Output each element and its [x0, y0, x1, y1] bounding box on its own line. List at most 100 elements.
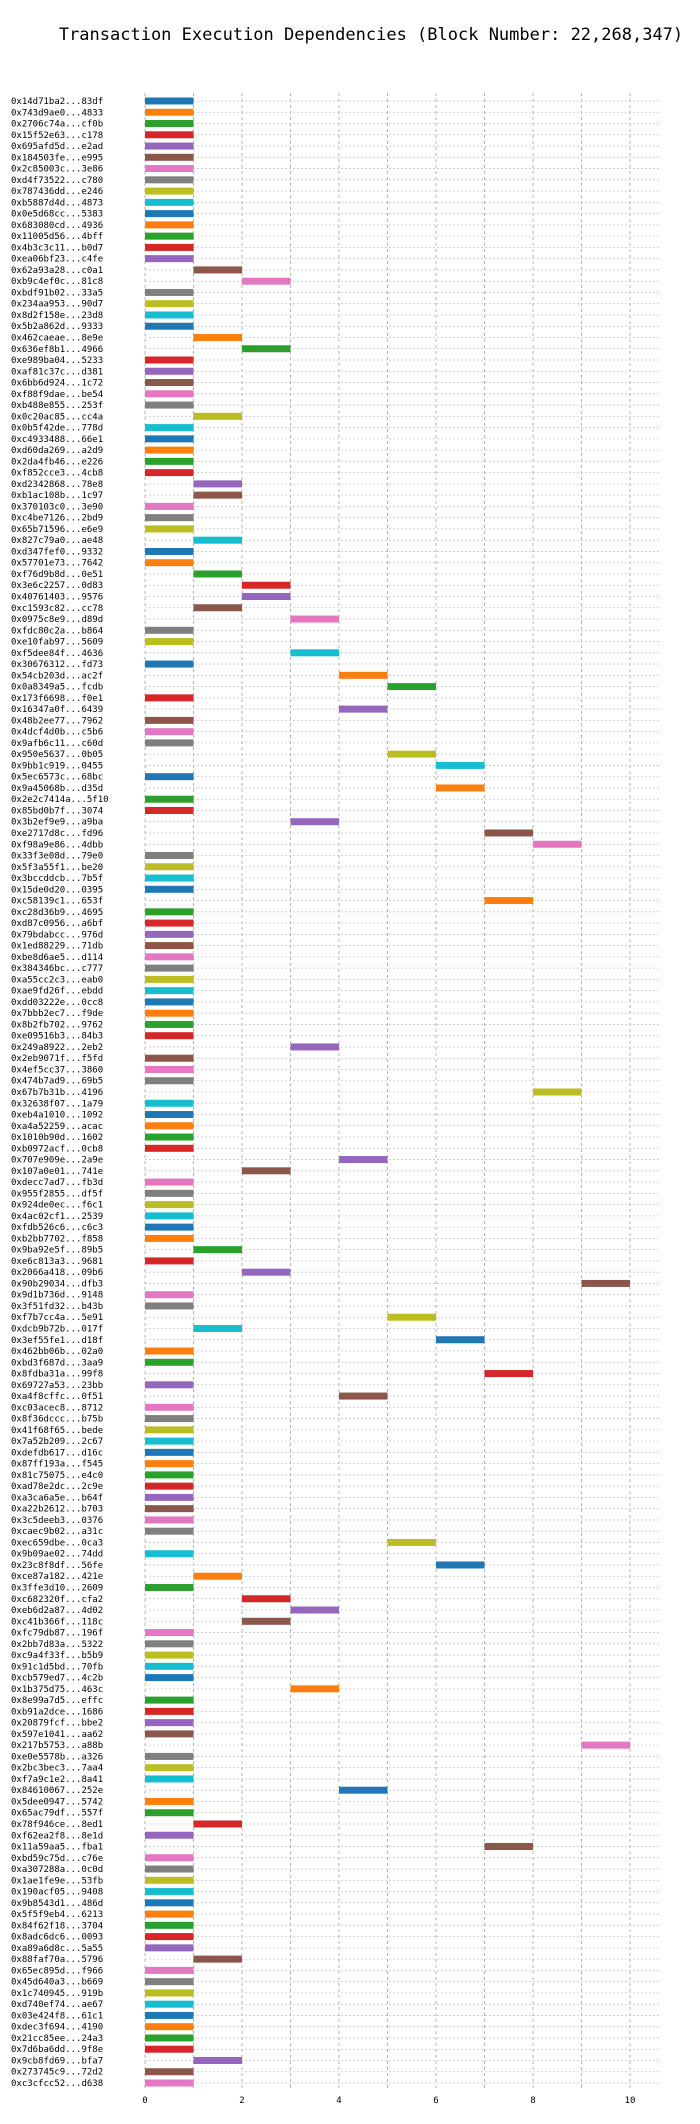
- transaction-bar: [145, 1189, 194, 1197]
- transaction-bar: [145, 300, 194, 308]
- transaction-label: 0x84610067...252e: [11, 1786, 103, 1796]
- transaction-label: 0x20879fcf...bbe2: [11, 1719, 103, 1729]
- transaction-bar: [145, 243, 194, 251]
- transaction-label: 0x9ba92e5f...89b5: [11, 1246, 103, 1256]
- transaction-bar: [145, 1809, 194, 1817]
- transaction-label: 0xd4f73522...c780: [11, 176, 103, 186]
- transaction-bar: [145, 1358, 194, 1366]
- transaction-bar: [145, 1437, 194, 1445]
- transaction-bar: [145, 953, 194, 961]
- transaction-label: 0x3ffe3d10...2609: [11, 1584, 103, 1594]
- transaction-label: 0xe6c813a3...9681: [11, 1257, 103, 1267]
- transaction-label: 0xc41b366f...118c: [11, 1617, 103, 1627]
- transaction-label: 0x40761403...9576: [11, 593, 103, 603]
- transaction-label: 0xc03acec8...8712: [11, 1403, 103, 1413]
- transaction-label: 0x273745c9...72d2: [11, 2068, 103, 2078]
- transaction-bar: [290, 649, 339, 657]
- transaction-label: 0xe989ba04...5233: [11, 356, 103, 366]
- transaction-label: 0x3bccddcb...7b5f: [11, 874, 103, 884]
- transaction-bar: [581, 1741, 630, 1749]
- transaction-bar: [145, 232, 194, 240]
- transaction-label: 0x03e424f8...61c1: [11, 2011, 103, 2021]
- transaction-bar: [145, 2023, 194, 2031]
- transaction-bar: [145, 638, 194, 646]
- transaction-bar: [145, 1482, 194, 1490]
- transaction-label: 0xc682320f...cfa2: [11, 1595, 103, 1605]
- transaction-label: 0xf62ea2f8...8e1d: [11, 1831, 103, 1841]
- transaction-label: 0x5f3a55f1...be20: [11, 863, 103, 873]
- chart-title: Transaction Execution Dependencies (Bloc…: [59, 25, 683, 45]
- transaction-bar: [193, 570, 242, 578]
- transaction-label: 0x15f52e63...c178: [11, 131, 103, 141]
- transaction-label: 0x184503fe...e995: [11, 153, 103, 163]
- transaction-bar: [193, 1955, 242, 1963]
- transaction-label: 0xa4f8cffc...0f51: [11, 1392, 103, 1402]
- transaction-bar: [145, 1696, 194, 1704]
- transaction-label: 0xb488e855...253f: [11, 401, 103, 411]
- transaction-bar: [145, 1403, 194, 1411]
- transaction-label: 0x11a59aa5...fba1: [11, 1843, 103, 1853]
- transaction-label: 0x88faf70a...5796: [11, 1955, 103, 1965]
- transaction-bar: [145, 153, 194, 161]
- transaction-label: 0xc3cfcc52...d638: [11, 2079, 103, 2089]
- transaction-label: 0x3c5deeb3...0376: [11, 1516, 103, 1526]
- transaction-label: 0x1010b90d...1602: [11, 1133, 103, 1143]
- transaction-bar: [145, 288, 194, 296]
- transaction-label: 0xd347fef0...9332: [11, 547, 103, 557]
- transaction-bar: [145, 142, 194, 150]
- transaction-bar: [145, 1752, 194, 1760]
- transaction-label: 0x57701e73...7642: [11, 559, 103, 569]
- transaction-bar: [145, 1020, 194, 1028]
- transaction-bar: [145, 1122, 194, 1130]
- transaction-bar: [145, 502, 194, 510]
- transaction-bar: [145, 255, 194, 263]
- transaction-bar: [145, 885, 194, 893]
- transaction-label: 0x636ef8b1...4966: [11, 345, 103, 355]
- transaction-bar: [387, 750, 436, 758]
- transaction-label: 0xfc79db87...196f: [11, 1629, 103, 1639]
- transaction-bar: [145, 1719, 194, 1727]
- transaction-bar: [145, 525, 194, 533]
- transaction-label: 0x8fdba31a...99f8: [11, 1370, 103, 1380]
- transaction-bar: [145, 1966, 194, 1974]
- transaction-bar: [581, 1279, 630, 1287]
- transaction-label: 0x4ef5cc37...3860: [11, 1065, 103, 1075]
- transaction-label: 0xea06bf23...c4fe: [11, 255, 103, 265]
- transaction-label: 0x32638f07...1a79: [11, 1099, 103, 1109]
- transaction-bar: [145, 1584, 194, 1591]
- transaction-label: 0x48b2ee77...7962: [11, 716, 103, 726]
- transaction-bar: [193, 333, 242, 341]
- transaction-label: 0x41f68f65...bede: [11, 1426, 103, 1436]
- transaction-bar: [145, 1876, 194, 1884]
- transaction-bar: [193, 1820, 242, 1828]
- transaction-bar: [145, 1516, 194, 1524]
- transaction-bar: [145, 446, 194, 454]
- transaction-label: 0xf7b7cc4a...5e91: [11, 1313, 103, 1323]
- transaction-bar: [145, 694, 194, 702]
- transaction-label: 0x23c8f8df...56fe: [11, 1561, 103, 1571]
- transaction-label: 0xdd03222e...0cc8: [11, 998, 103, 1008]
- transaction-bar: [145, 1831, 194, 1839]
- transaction-bar: [145, 1933, 194, 1941]
- transaction-label: 0x1c740945...919b: [11, 1989, 103, 1999]
- transaction-label: 0x2066a418...09b6: [11, 1268, 103, 1278]
- transaction-label: 0x695afd5d...e2ad: [11, 142, 103, 152]
- transaction-bar: [193, 491, 242, 499]
- transaction-bar: [193, 266, 242, 274]
- transaction-label: 0xb5887d4d...4873: [11, 198, 103, 208]
- transaction-bar: [436, 784, 485, 792]
- transaction-bar: [145, 1257, 194, 1265]
- x-tick-label: 6: [433, 2096, 438, 2106]
- transaction-bar: [145, 1201, 194, 1209]
- transaction-bar: [145, 2068, 194, 2076]
- transaction-bar: [145, 514, 194, 522]
- transaction-bar: [145, 1640, 194, 1648]
- transaction-label: 0x9d1b736d...9148: [11, 1291, 103, 1301]
- transaction-bar: [484, 829, 533, 837]
- transaction-bar: [145, 547, 194, 555]
- transaction-label: 0xdcb9b72b...017f: [11, 1324, 103, 1334]
- transaction-label: 0x62a93a28...c0a1: [11, 266, 103, 276]
- transaction-label: 0x462bb06b...02a0: [11, 1347, 103, 1357]
- transaction-label: 0xfdb526c6...c6c3: [11, 1223, 103, 1233]
- transaction-bar: [387, 1313, 436, 1321]
